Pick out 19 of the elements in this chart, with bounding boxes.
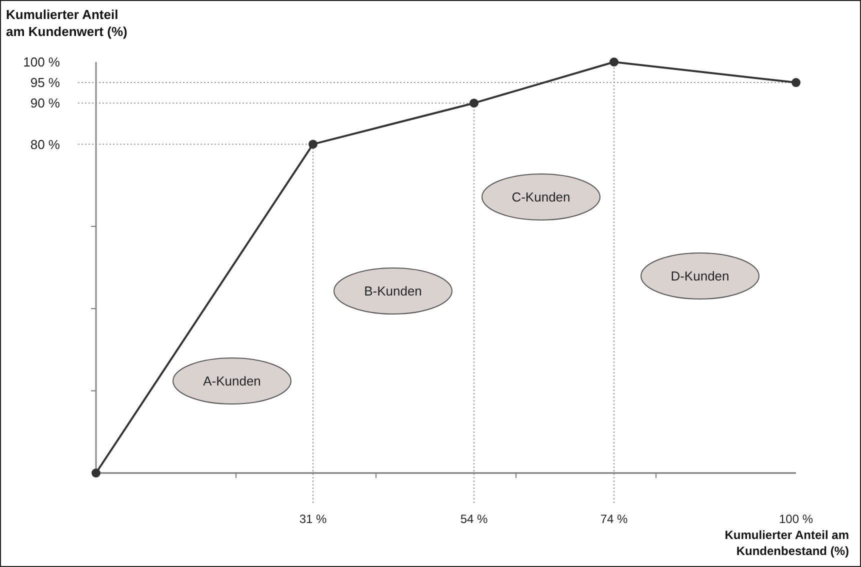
x-tick-label: 54 % <box>460 512 488 526</box>
point <box>792 78 800 88</box>
x-axis-title: Kumulierter Anteil am Kundenbestand (%) <box>724 528 849 558</box>
x-tick-label: 100 % <box>778 512 814 526</box>
y-tick-label: 90 % <box>30 96 60 111</box>
y-tick-label: 100 % <box>23 54 60 70</box>
point <box>470 98 478 108</box>
annotation: D-Kunden <box>670 268 730 284</box>
annotation: A-Kunden <box>203 374 261 389</box>
annotation: C-Kunden <box>512 190 570 205</box>
x-tick-label: 31 % <box>299 512 327 526</box>
point <box>610 58 618 66</box>
point <box>308 140 318 149</box>
y-tick-label: 80 % <box>30 136 60 152</box>
annotation: B-Kunden <box>364 284 422 299</box>
y-tick-label: 95 % <box>30 75 60 90</box>
point <box>92 468 100 478</box>
x-tick-label: 74 % <box>600 512 628 526</box>
y-axis-title: Kumulierter Anteil am Kundenwert (%) <box>6 7 128 39</box>
